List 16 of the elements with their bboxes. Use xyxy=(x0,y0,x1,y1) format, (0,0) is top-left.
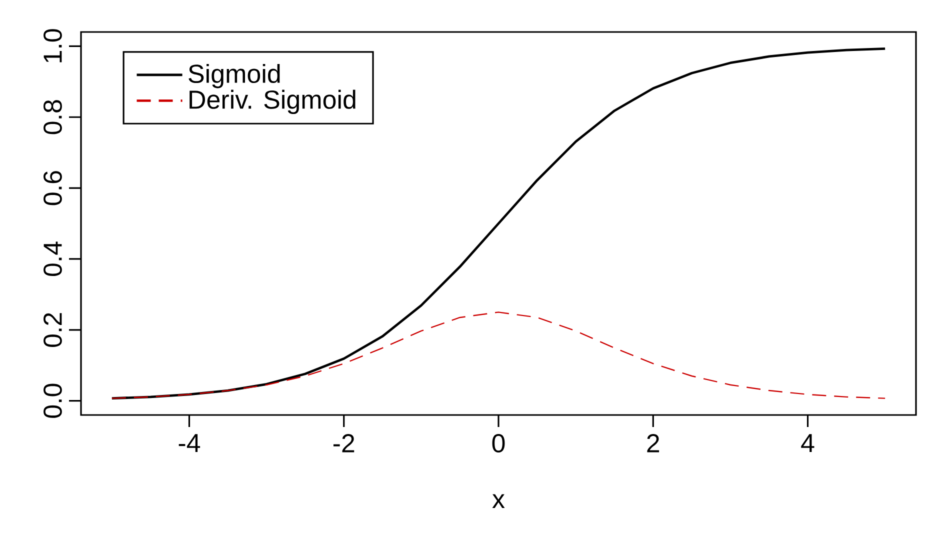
y-tick-label: 0.4 xyxy=(44,242,62,276)
line-series xyxy=(110,47,886,400)
x-tick-label: 0 xyxy=(492,434,505,452)
legend-label: Sigmoid xyxy=(188,64,280,88)
x-tick-label: 4 xyxy=(801,434,814,452)
y-tick-label: 0.8 xyxy=(44,100,62,134)
y-tick-label: 0.0 xyxy=(44,384,62,418)
x-tick-label: -2 xyxy=(333,434,354,452)
x-axis-title: x xyxy=(492,494,505,508)
y-tick-label: 0.6 xyxy=(44,171,62,206)
x-tick-label: 2 xyxy=(647,434,660,452)
legend-label: Deriv. Sigmoid xyxy=(190,90,356,114)
x-tick-label: -4 xyxy=(178,434,200,452)
y-tick-label: 1.0 xyxy=(44,29,62,62)
line-series xyxy=(111,312,886,399)
y-tick-label: 0.2 xyxy=(44,313,62,347)
